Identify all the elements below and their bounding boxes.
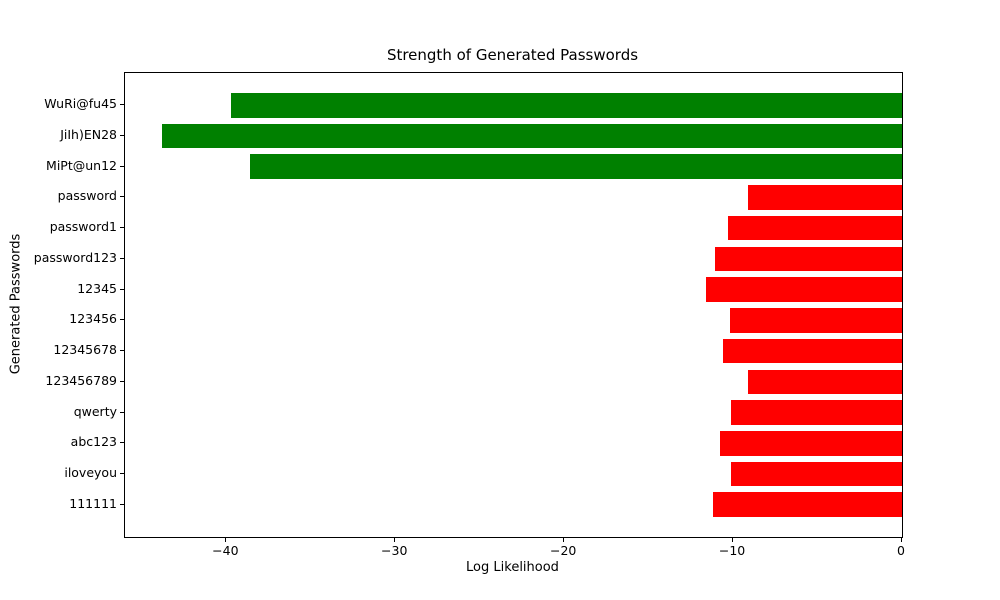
y-tick-mark <box>120 288 124 290</box>
y-tick-mark <box>120 227 124 229</box>
x-tick-label: 0 <box>897 543 905 558</box>
chart-title: Strength of Generated Passwords <box>386 46 639 64</box>
y-tick-mark <box>120 411 124 413</box>
x-tick-mark <box>563 538 565 542</box>
bar <box>728 215 902 241</box>
bar <box>249 154 902 179</box>
y-tick-mark <box>120 134 124 136</box>
y-tick-mark <box>120 473 124 474</box>
bar <box>231 92 902 118</box>
y-tick-mark <box>120 503 124 505</box>
y-tick-label: 12345678 <box>53 342 117 358</box>
x-tick-mark <box>394 538 396 542</box>
y-tick-mark <box>120 442 124 444</box>
bar <box>722 338 902 364</box>
y-axis-label: Generated Passwords <box>8 233 24 375</box>
y-tick-mark <box>120 196 124 198</box>
y-tick-label: password1 <box>49 219 117 235</box>
bar <box>162 123 902 149</box>
bar <box>729 308 902 333</box>
y-tick-label: MiPt@un12 <box>46 157 117 173</box>
y-tick-mark <box>120 165 124 167</box>
bar <box>719 430 902 456</box>
y-tick-mark <box>120 319 124 321</box>
plot-area <box>124 72 903 538</box>
bar <box>748 185 902 210</box>
bar <box>748 369 902 395</box>
y-tick-label: JiIh)EN28 <box>60 126 117 142</box>
y-tick-label: 123456789 <box>45 372 117 388</box>
x-tick-mark <box>901 538 902 542</box>
y-tick-label: password <box>57 188 117 204</box>
x-tick-label: −10 <box>718 543 746 558</box>
x-tick-label: −20 <box>549 543 577 558</box>
y-tick-label: qwerty <box>73 403 117 419</box>
y-tick-mark <box>120 380 124 382</box>
y-tick-label: 111111 <box>69 495 117 511</box>
x-tick-mark <box>225 538 227 542</box>
y-tick-label: 123456 <box>69 311 117 327</box>
bar <box>714 246 902 272</box>
y-tick-label: password123 <box>33 249 117 265</box>
bar <box>731 461 902 487</box>
x-axis-label: Log Likelihood <box>466 560 559 575</box>
y-tick-label: abc123 <box>70 434 117 450</box>
y-tick-mark <box>120 257 124 259</box>
y-tick-mark <box>120 104 124 106</box>
x-tick-mark <box>732 538 734 542</box>
bar <box>712 492 902 518</box>
y-tick-mark <box>120 350 124 352</box>
x-tick-label: −40 <box>212 543 239 558</box>
x-tick-label: −30 <box>381 543 408 558</box>
bar <box>731 400 902 425</box>
y-tick-label: iloveyou <box>64 465 117 480</box>
y-tick-label: 12345 <box>77 280 117 296</box>
bar <box>706 277 902 302</box>
y-tick-label: WuRi@fu45 <box>44 96 117 112</box>
